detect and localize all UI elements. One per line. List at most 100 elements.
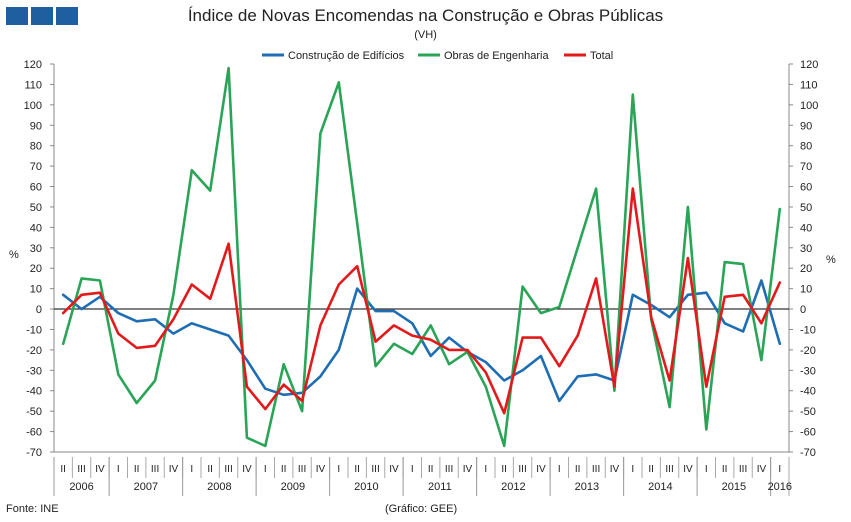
x-tick-label-quarter: IV <box>316 464 326 475</box>
x-tick-label-quarter: I <box>631 464 634 475</box>
y-tick-label-left: 40 <box>30 222 42 234</box>
y-tick-label-right: -10 <box>800 324 816 336</box>
x-tick-label-year: 2007 <box>134 481 158 493</box>
x-tick-label-quarter: IV <box>242 464 252 475</box>
y-tick-label-left: 70 <box>30 161 42 173</box>
y-tick-label-right: 40 <box>800 222 812 234</box>
y-tick-label-right: 20 <box>800 263 812 275</box>
y-tick-label-right: 70 <box>800 161 812 173</box>
y-tick-label-left: 100 <box>24 100 42 112</box>
legend-label: Obras de Engenharia <box>444 50 549 62</box>
y-tick-label-left: -60 <box>26 427 42 439</box>
x-tick-label-quarter: II <box>207 464 213 475</box>
y-tick-label-right: 60 <box>800 182 812 194</box>
y-tick-label-left: 60 <box>30 182 42 194</box>
y-tick-label-right: -60 <box>800 427 816 439</box>
x-tick-label-quarter: III <box>592 464 600 475</box>
y-tick-label-right: 110 <box>800 79 818 91</box>
x-tick-label-quarter: I <box>190 464 193 475</box>
y-tick-label-right: -20 <box>800 345 816 357</box>
logo-square <box>6 7 28 25</box>
y-tick-label-left: 120 <box>24 59 42 71</box>
line-chart: Construção de Edifícios Obras de Engenhar… <box>9 50 836 496</box>
y-tick-label-left: -20 <box>26 345 42 357</box>
chart-credit: (Gráfico: GEE) <box>385 503 458 515</box>
y-tick-label-right: 90 <box>800 120 812 132</box>
x-tick-label-quarter: I <box>558 464 561 475</box>
y-tick-label-left: 110 <box>24 79 42 91</box>
x-tick-label-quarter: IV <box>95 464 105 475</box>
y-tick-label-left: 30 <box>30 243 42 255</box>
x-tick-label-year: 2006 <box>69 481 93 493</box>
x-tick-label-quarter: III <box>518 464 526 475</box>
x-tick-label-quarter: I <box>778 464 781 475</box>
x-tick-label-quarter: III <box>298 464 306 475</box>
x-tick-label-year: 2008 <box>207 481 231 493</box>
x-tick-label-quarter: II <box>575 464 581 475</box>
y-tick-label-left: -50 <box>26 406 42 418</box>
y-tick-label-right: -70 <box>800 447 816 459</box>
series-line <box>61 66 782 448</box>
x-tick-label-quarter: III <box>224 464 232 475</box>
y-tick-label-right: 50 <box>800 202 812 214</box>
x-tick-label-quarter: II <box>428 464 434 475</box>
y-tick-label-left: 80 <box>30 141 42 153</box>
y-tick-label-right: -30 <box>800 365 816 377</box>
x-tick-label-quarter: I <box>264 464 267 475</box>
y-tick-label-left: -10 <box>26 324 42 336</box>
x-tick-label-year: 2016 <box>768 481 792 493</box>
y-tick-label-right: -40 <box>800 386 816 398</box>
y-tick-label-right: -50 <box>800 406 816 418</box>
chart-subtitle: (VH) <box>414 29 437 41</box>
source-note: Fonte: INE <box>6 503 59 515</box>
logo-square <box>56 7 78 25</box>
x-tick-label-quarter: IV <box>389 464 399 475</box>
x-tick-label-quarter: IV <box>610 464 620 475</box>
x-tick-label-year: 2013 <box>575 481 599 493</box>
y-tick-label-right: 0 <box>800 304 806 316</box>
x-tick-label-quarter: I <box>484 464 487 475</box>
y-tick-label-right: 120 <box>800 59 818 71</box>
y-tick-label-left: 0 <box>36 304 42 316</box>
x-tick-label-year: 2014 <box>648 481 672 493</box>
x-tick-label-quarter: II <box>60 464 66 475</box>
x-tick-label-quarter: I <box>337 464 340 475</box>
x-tick-label-quarter: III <box>739 464 747 475</box>
x-tick-label-quarter: III <box>445 464 453 475</box>
y-tick-label-right: 30 <box>800 243 812 255</box>
y-axis-label-right: % <box>826 254 836 266</box>
y-tick-label-left: 50 <box>30 202 42 214</box>
y-axis-label-left: % <box>9 249 19 261</box>
x-tick-label-year: 2010 <box>354 481 378 493</box>
x-tick-label-quarter: II <box>722 464 728 475</box>
x-tick-label-quarter: II <box>354 464 360 475</box>
x-tick-label-quarter: IV <box>536 464 546 475</box>
x-tick-label-quarter: II <box>501 464 507 475</box>
chart-title: Índice de Novas Encomendas na Construção… <box>187 6 664 25</box>
x-tick-label-quarter: III <box>77 464 85 475</box>
y-tick-label-left: -40 <box>26 386 42 398</box>
x-tick-label-quarter: III <box>371 464 379 475</box>
series-line <box>61 187 782 415</box>
x-tick-label-quarter: II <box>134 464 140 475</box>
x-tick-label-quarter: I <box>705 464 708 475</box>
x-tick-label-quarter: II <box>281 464 287 475</box>
x-tick-label-year: 2015 <box>722 481 746 493</box>
x-tick-label-quarter: IV <box>757 464 767 475</box>
y-tick-label-left: 10 <box>30 284 42 296</box>
logo-square <box>31 7 53 25</box>
legend-label: Construção de Edifícios <box>288 50 405 62</box>
y-tick-label-right: 10 <box>800 284 812 296</box>
x-tick-label-quarter: II <box>648 464 654 475</box>
x-tick-label-quarter: III <box>665 464 673 475</box>
x-tick-label-year: 2011 <box>428 481 452 493</box>
y-tick-label-left: 90 <box>30 120 42 132</box>
y-tick-label-left: -70 <box>26 447 42 459</box>
x-tick-label-quarter: IV <box>683 464 693 475</box>
x-tick-label-quarter: I <box>117 464 120 475</box>
x-tick-label-quarter: I <box>411 464 414 475</box>
y-tick-label-left: -30 <box>26 365 42 377</box>
y-tick-label-right: 80 <box>800 141 812 153</box>
logo <box>6 7 78 25</box>
x-tick-label-year: 2012 <box>501 481 525 493</box>
